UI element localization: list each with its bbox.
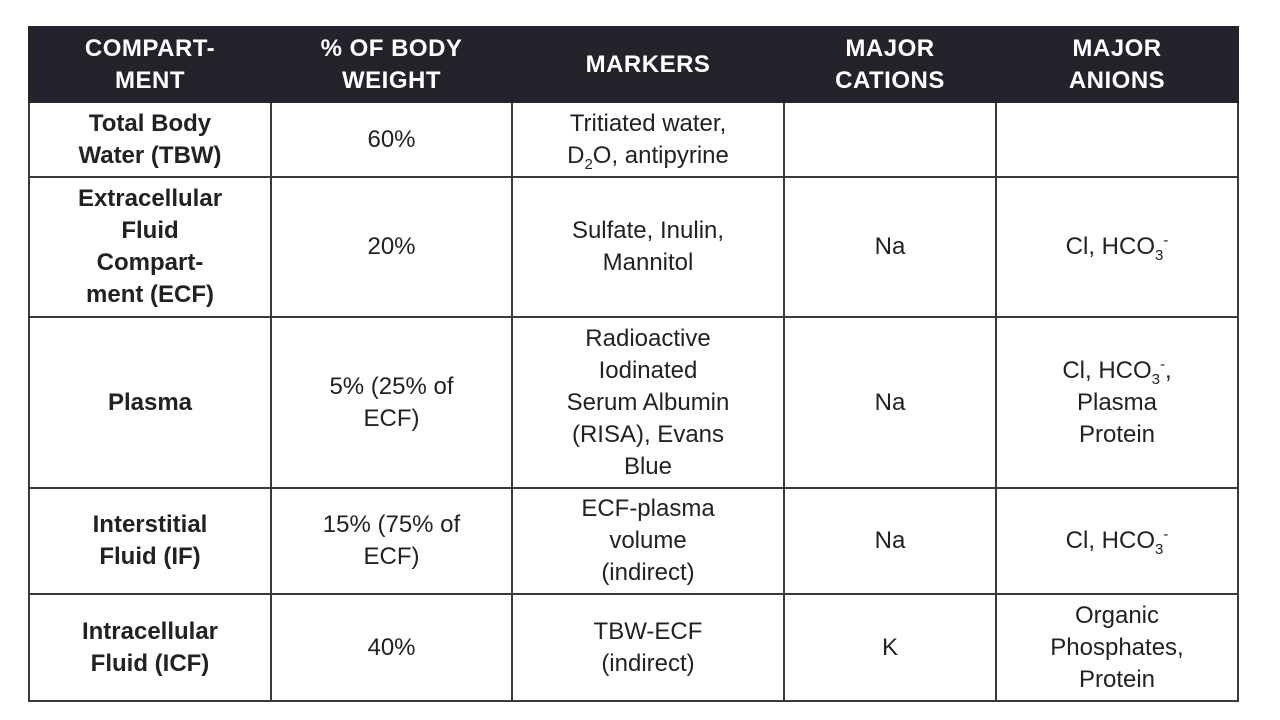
cell-major-cations: K	[783, 593, 997, 702]
header-major-anions: MAJOR ANIONS	[995, 26, 1239, 103]
header-row: COMPART- MENT% OF BODY WEIGHT MARKERS MAJO…	[28, 26, 1239, 103]
cell-text: 60%	[367, 125, 416, 153]
cell-percent-body-weight: 5% (25% of ECF)	[270, 316, 513, 489]
subscript: 3	[1151, 370, 1160, 388]
header-percent-body-weight: % OF BODY WEIGHT	[270, 26, 513, 103]
cell-text: Interstitial Fluid (IF)	[92, 511, 208, 570]
cell-text: Cl, HCO	[1065, 527, 1155, 554]
cell-markers: Tritiated water, D2O, antipyrine	[511, 101, 785, 178]
cell-major-cations: Na	[783, 316, 997, 489]
cell-major-cations: Na	[783, 176, 997, 318]
subscript: 2	[584, 155, 593, 173]
cell-markers: Radioactive Iodinated Serum Albumin (RIS…	[511, 316, 785, 489]
cell-major-anions: Organic Phosphates, Protein	[995, 593, 1239, 702]
cell-text: Radioactive Iodinated Serum Albumin (RIS…	[566, 324, 730, 480]
cell-text: Tritiated water, D	[567, 109, 727, 169]
cell-text: Sulfate, Inulin, Mannitol	[571, 217, 725, 276]
cell-major-anions: Cl, HCO3-	[995, 487, 1239, 595]
table-row: Intracellular Fluid (ICF) 40% TBW-ECF (ind…	[28, 593, 1239, 702]
cell-percent-body-weight: 40%	[270, 593, 513, 702]
cell-markers: ECF-plasma volume (indirect)	[511, 487, 785, 595]
cell-percent-body-weight: 15% (75% of ECF)	[270, 487, 513, 595]
cell-text: 20%	[367, 233, 416, 260]
cell-text: Cl, HCO	[1065, 233, 1155, 260]
cell-text: Na	[874, 527, 906, 554]
cell-text: Na	[874, 233, 906, 260]
cell-text: TBW-ECF (indirect)	[593, 617, 703, 677]
cell-major-cations	[783, 101, 997, 178]
cell-text: Extracellular Fluid Compart- ment (ECF)	[77, 185, 223, 308]
cell-text: Organic Phosphates, Protein	[1050, 601, 1184, 693]
subscript: 3	[1155, 540, 1164, 558]
table-row: Total Body Water (TBW) 60% Tritiated water…	[28, 101, 1239, 178]
table-row: Extracellular Fluid Compart- ment (ECF) 2…	[28, 176, 1239, 318]
subscript: 3	[1155, 246, 1164, 264]
cell-markers: TBW-ECF (indirect)	[511, 593, 785, 702]
cell-text: K	[881, 633, 898, 661]
cell-markers: Sulfate, Inulin, Mannitol	[511, 176, 785, 318]
cell-text: Total Body Water (TBW)	[78, 109, 222, 169]
cell-percent-body-weight: 20%	[270, 176, 513, 318]
cell-compartment: Interstitial Fluid (IF)	[28, 487, 272, 595]
cell-text: Plasma	[107, 388, 193, 416]
table-row: Interstitial Fluid (IF) 15% (75% of ECF) E…	[28, 487, 1239, 595]
cell-text: 5% (25% of ECF)	[329, 372, 454, 432]
cell-text: O, antipyrine	[592, 141, 729, 169]
cell-compartment: Total Body Water (TBW)	[28, 101, 272, 178]
table-row: Plasma 5% (25% of ECF) Radioactive Iodinat…	[28, 316, 1239, 489]
cell-major-cations: Na	[783, 487, 997, 595]
superscript: -	[1163, 232, 1169, 249]
superscript: -	[1160, 355, 1165, 373]
body-fluid-compartments-table: COMPART- MENT% OF BODY WEIGHT MARKERS MAJO…	[28, 26, 1239, 702]
cell-compartment: Plasma	[28, 316, 272, 489]
cell-text: 15% (75% of ECF)	[322, 511, 461, 570]
cell-text: Intracellular Fluid (ICF)	[81, 617, 219, 677]
cell-compartment: Intracellular Fluid (ICF)	[28, 593, 272, 702]
cell-text: Cl, HCO	[1062, 356, 1152, 384]
header-compartment: COMPART- MENT	[28, 26, 272, 103]
cell-text: 40%	[367, 633, 416, 661]
cell-text: , Plasma Protein	[1076, 356, 1172, 448]
header-markers: MARKERS	[511, 26, 785, 103]
cell-major-anions	[995, 101, 1239, 178]
cell-compartment: Extracellular Fluid Compart- ment (ECF)	[28, 176, 272, 318]
header-major-cations: MAJOR CATIONS	[783, 26, 997, 103]
cell-text: Na	[874, 388, 906, 416]
cell-percent-body-weight: 60%	[270, 101, 513, 178]
cell-text: ECF-plasma volume (indirect)	[581, 495, 715, 586]
cell-major-anions: Cl, HCO3-, Plasma Protein	[995, 316, 1239, 489]
superscript: -	[1163, 526, 1169, 543]
cell-major-anions: Cl, HCO3-	[995, 176, 1239, 318]
